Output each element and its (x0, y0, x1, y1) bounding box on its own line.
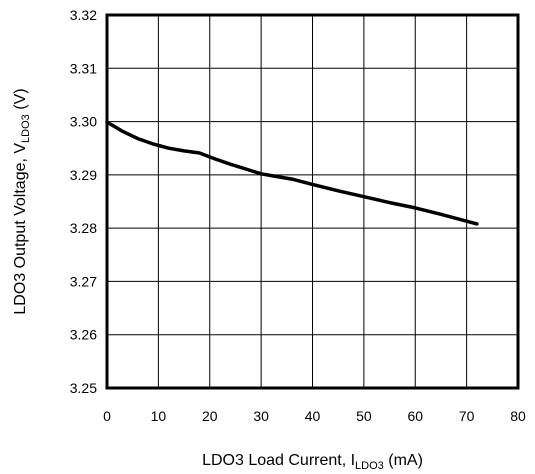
x-tick-label: 10 (151, 408, 167, 424)
y-tick-label: 3.26 (70, 327, 97, 343)
y-tick-label: 3.32 (70, 7, 97, 23)
series-line-0 (105, 120, 479, 226)
y-axis-title: LDO3 Output Voltage, VLDO3 (V) (12, 88, 32, 314)
x-tick-label: 50 (356, 408, 372, 424)
grid-lines (106, 14, 519, 389)
y-tick-label: 3.27 (70, 273, 97, 289)
plot-frame (105, 13, 520, 390)
x-tick-label: 40 (305, 408, 321, 424)
y-axis-title-main: LDO3 Output Voltage, V (12, 143, 29, 315)
y-tick-label: 3.30 (70, 114, 97, 130)
y-axis-title-suffix: (V) (12, 88, 29, 114)
series-layer (105, 120, 479, 226)
x-tick-label: 0 (103, 408, 111, 424)
y-axis-title-subscript: LDO3 (20, 114, 32, 143)
x-axis-title-suffix: (mA) (384, 452, 423, 469)
x-tick-label: 30 (253, 408, 269, 424)
x-axis-title-subscript: LDO3 (355, 460, 384, 472)
x-tick-label: 80 (510, 408, 526, 424)
y-tick-label: 3.29 (70, 167, 97, 183)
x-tick-label: 60 (407, 408, 423, 424)
x-tick-label: 70 (459, 408, 475, 424)
y-tick-labels: 3.25 3.26 3.27 3.28 3.29 3.30 3.31 3.32 (70, 7, 97, 396)
y-tick-label: 3.31 (70, 60, 97, 76)
x-axis-title-main: LDO3 Load Current, I (202, 452, 355, 469)
y-tick-label: 3.28 (70, 220, 97, 236)
x-tick-labels: 0 10 20 30 40 50 60 70 80 (103, 408, 526, 424)
x-tick-label: 20 (202, 408, 218, 424)
y-tick-label: 3.25 (70, 380, 97, 396)
x-axis-title: LDO3 Load Current, ILDO3 (mA) (202, 452, 423, 472)
